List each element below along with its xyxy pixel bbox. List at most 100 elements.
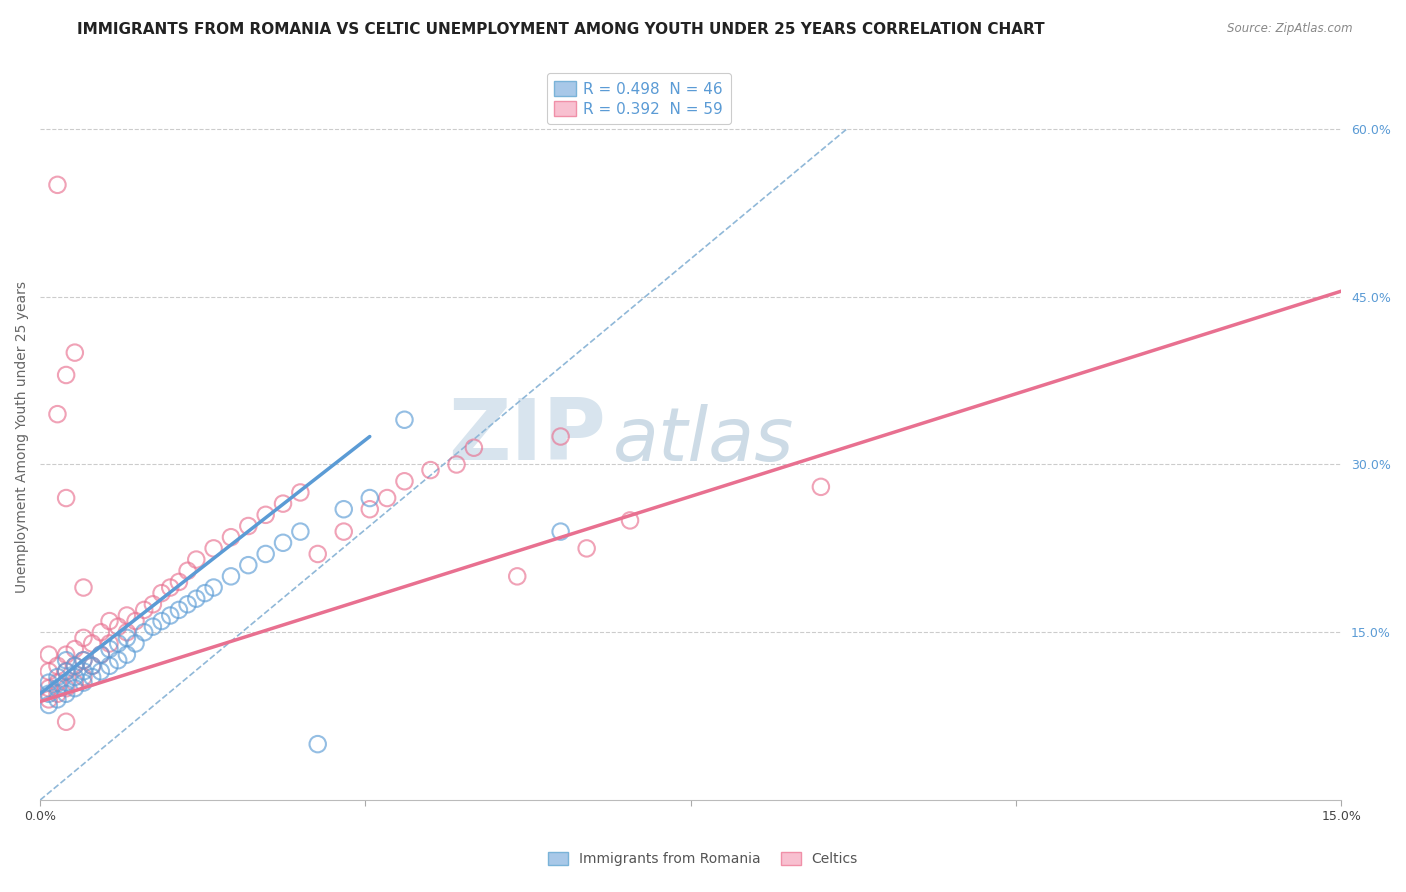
Point bbox=[63, 658, 86, 673]
Point bbox=[810, 480, 832, 494]
Point bbox=[176, 564, 198, 578]
Point bbox=[82, 658, 104, 673]
Point bbox=[38, 687, 60, 701]
Point bbox=[55, 714, 77, 729]
Point bbox=[55, 665, 77, 679]
Point bbox=[307, 547, 329, 561]
Point bbox=[38, 698, 60, 712]
Point bbox=[394, 475, 416, 489]
Point bbox=[63, 681, 86, 696]
Point bbox=[72, 675, 94, 690]
Point bbox=[55, 653, 77, 667]
Point bbox=[271, 497, 294, 511]
Point bbox=[575, 541, 598, 556]
Point bbox=[55, 368, 77, 382]
Point bbox=[46, 692, 69, 706]
Text: atlas: atlas bbox=[613, 404, 794, 476]
Point bbox=[72, 665, 94, 679]
Point bbox=[55, 675, 77, 690]
Point bbox=[290, 485, 312, 500]
Point bbox=[194, 586, 217, 600]
Point bbox=[63, 658, 86, 673]
Point bbox=[72, 581, 94, 595]
Point bbox=[46, 687, 69, 701]
Point bbox=[332, 524, 354, 539]
Point bbox=[290, 524, 312, 539]
Point bbox=[38, 648, 60, 662]
Point bbox=[186, 552, 208, 566]
Point bbox=[38, 665, 60, 679]
Point bbox=[446, 458, 468, 472]
Point bbox=[202, 581, 225, 595]
Point bbox=[238, 558, 260, 573]
Point bbox=[90, 625, 112, 640]
Point bbox=[238, 519, 260, 533]
Point bbox=[46, 658, 69, 673]
Point bbox=[550, 429, 572, 443]
Point bbox=[63, 670, 86, 684]
Point bbox=[55, 491, 77, 505]
Point bbox=[38, 675, 60, 690]
Point bbox=[159, 581, 181, 595]
Point bbox=[134, 625, 156, 640]
Point bbox=[254, 508, 277, 522]
Point bbox=[98, 636, 121, 650]
Point bbox=[167, 574, 190, 589]
Point bbox=[159, 608, 181, 623]
Point bbox=[219, 530, 242, 544]
Point bbox=[82, 636, 104, 650]
Point bbox=[124, 614, 146, 628]
Point bbox=[142, 620, 165, 634]
Point bbox=[46, 675, 69, 690]
Point bbox=[359, 491, 381, 505]
Y-axis label: Unemployment Among Youth under 25 years: Unemployment Among Youth under 25 years bbox=[15, 280, 30, 592]
Legend: Immigrants from Romania, Celtics: Immigrants from Romania, Celtics bbox=[543, 847, 863, 871]
Point bbox=[46, 407, 69, 421]
Point bbox=[55, 687, 77, 701]
Point bbox=[63, 675, 86, 690]
Point bbox=[46, 178, 69, 192]
Point bbox=[82, 670, 104, 684]
Point bbox=[90, 648, 112, 662]
Point bbox=[375, 491, 398, 505]
Point bbox=[55, 681, 77, 696]
Point bbox=[46, 670, 69, 684]
Point bbox=[202, 541, 225, 556]
Point bbox=[55, 665, 77, 679]
Point bbox=[46, 681, 69, 696]
Point bbox=[72, 631, 94, 645]
Point bbox=[72, 653, 94, 667]
Point bbox=[419, 463, 441, 477]
Point bbox=[134, 603, 156, 617]
Point bbox=[107, 636, 129, 650]
Point bbox=[55, 648, 77, 662]
Point bbox=[254, 547, 277, 561]
Point bbox=[107, 620, 129, 634]
Point bbox=[307, 737, 329, 751]
Point bbox=[176, 597, 198, 611]
Point bbox=[124, 636, 146, 650]
Text: IMMIGRANTS FROM ROMANIA VS CELTIC UNEMPLOYMENT AMONG YOUTH UNDER 25 YEARS CORREL: IMMIGRANTS FROM ROMANIA VS CELTIC UNEMPL… bbox=[77, 22, 1045, 37]
Point bbox=[90, 648, 112, 662]
Legend: R = 0.498  N = 46, R = 0.392  N = 59: R = 0.498 N = 46, R = 0.392 N = 59 bbox=[547, 73, 731, 124]
Point bbox=[98, 658, 121, 673]
Point bbox=[115, 631, 138, 645]
Point bbox=[463, 441, 485, 455]
Point bbox=[72, 653, 94, 667]
Text: ZIP: ZIP bbox=[449, 395, 606, 478]
Point bbox=[219, 569, 242, 583]
Point bbox=[619, 513, 641, 527]
Point bbox=[115, 648, 138, 662]
Point bbox=[90, 665, 112, 679]
Point bbox=[142, 597, 165, 611]
Point bbox=[107, 653, 129, 667]
Point bbox=[63, 345, 86, 359]
Point bbox=[82, 658, 104, 673]
Point bbox=[359, 502, 381, 516]
Point bbox=[150, 586, 173, 600]
Point bbox=[167, 603, 190, 617]
Point bbox=[98, 642, 121, 657]
Point bbox=[271, 536, 294, 550]
Point bbox=[98, 614, 121, 628]
Point bbox=[63, 642, 86, 657]
